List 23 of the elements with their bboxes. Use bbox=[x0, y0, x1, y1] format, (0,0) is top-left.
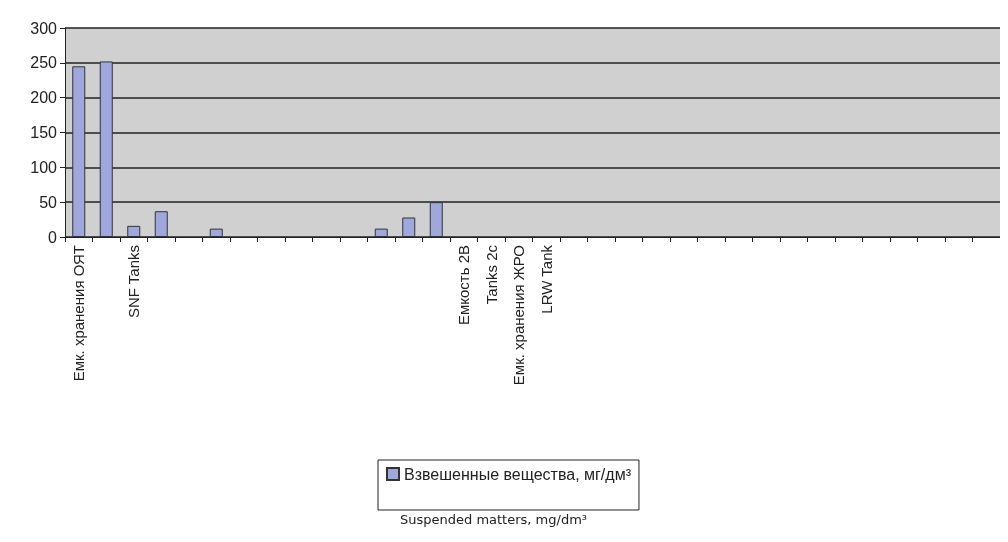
y-tick-label: 0 bbox=[48, 228, 58, 246]
text: Suspended matters, mg/dm³ bbox=[400, 512, 588, 527]
x-tick-label: SNF Tanks bbox=[125, 245, 143, 319]
x-tick-label: Емк. хранения ОЯТ bbox=[70, 245, 88, 382]
x-tick-label: Емк. хранения ЖРО bbox=[510, 245, 528, 386]
bar bbox=[72, 66, 86, 237]
x-tick-label: Емкость 2В bbox=[455, 245, 473, 326]
y-tick-label: 250 bbox=[30, 54, 58, 72]
bar bbox=[374, 228, 388, 237]
y-tick-label: 100 bbox=[30, 158, 58, 176]
bar bbox=[209, 228, 223, 237]
y-tick-label: 200 bbox=[30, 89, 58, 107]
y-tick-label: 50 bbox=[39, 193, 58, 211]
y-tick-label: 150 bbox=[30, 124, 58, 141]
bar bbox=[402, 217, 416, 237]
x-tick-label: Tanks 2c bbox=[482, 244, 500, 305]
bar bbox=[154, 211, 168, 237]
x-tick-label: LRW Tank bbox=[537, 244, 555, 314]
bar bbox=[429, 202, 443, 237]
legend-label: Взвешенные вещества, мг/дм³ bbox=[404, 465, 632, 483]
y-tick-label: 300 bbox=[30, 19, 58, 37]
bar bbox=[127, 225, 141, 237]
bar bbox=[99, 61, 113, 237]
